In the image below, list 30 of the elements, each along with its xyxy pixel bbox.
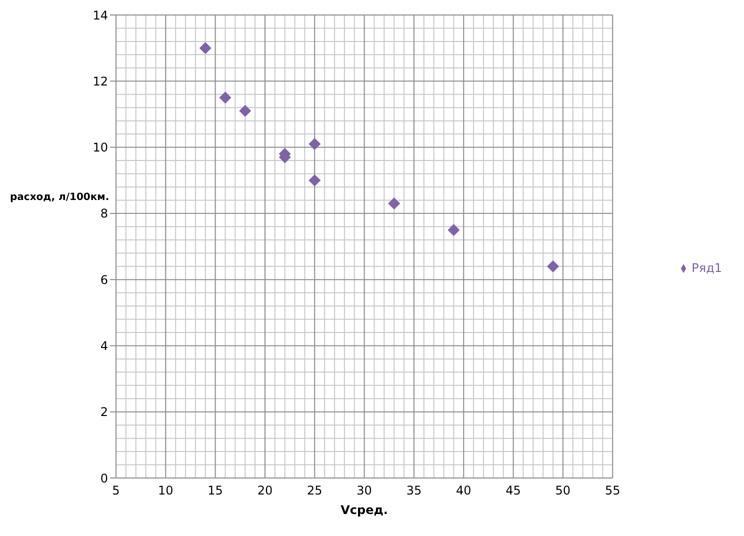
point <box>547 260 560 272</box>
y-tick-label: 2 <box>100 405 108 420</box>
x-tick-label: 15 <box>208 484 223 498</box>
x-tick-label: 30 <box>356 484 372 498</box>
point <box>308 138 321 150</box>
point <box>199 42 212 54</box>
point <box>239 104 252 117</box>
y-tick-label: 8 <box>100 206 108 221</box>
y-tick-label: 6 <box>100 272 108 287</box>
x-tick-label: 25 <box>307 484 322 498</box>
y-tick-label: 0 <box>100 471 108 486</box>
y-tick-label: 10 <box>92 140 108 155</box>
point <box>308 174 321 186</box>
x-tick-label: 10 <box>158 484 174 498</box>
x-tick-label: 45 <box>506 484 521 498</box>
x-axis-title: Vсред. <box>340 503 388 517</box>
x-tick-label: 20 <box>257 484 273 498</box>
y-tick-label: 14 <box>92 8 108 22</box>
legend-label: Ряд1 <box>692 261 722 275</box>
x-tick-label: 40 <box>456 484 472 498</box>
x-tick-label: 50 <box>555 484 571 498</box>
y-tick-label: 4 <box>100 338 108 353</box>
x-tick-label: 55 <box>604 484 620 498</box>
x-tick-label: 5 <box>112 484 120 498</box>
y-tick-label: 12 <box>92 74 108 88</box>
y-axis-title: расход, л/100км. <box>10 192 110 204</box>
point <box>448 224 460 236</box>
point <box>388 198 400 210</box>
point <box>219 92 232 104</box>
x-tick-label: 35 <box>406 484 422 498</box>
